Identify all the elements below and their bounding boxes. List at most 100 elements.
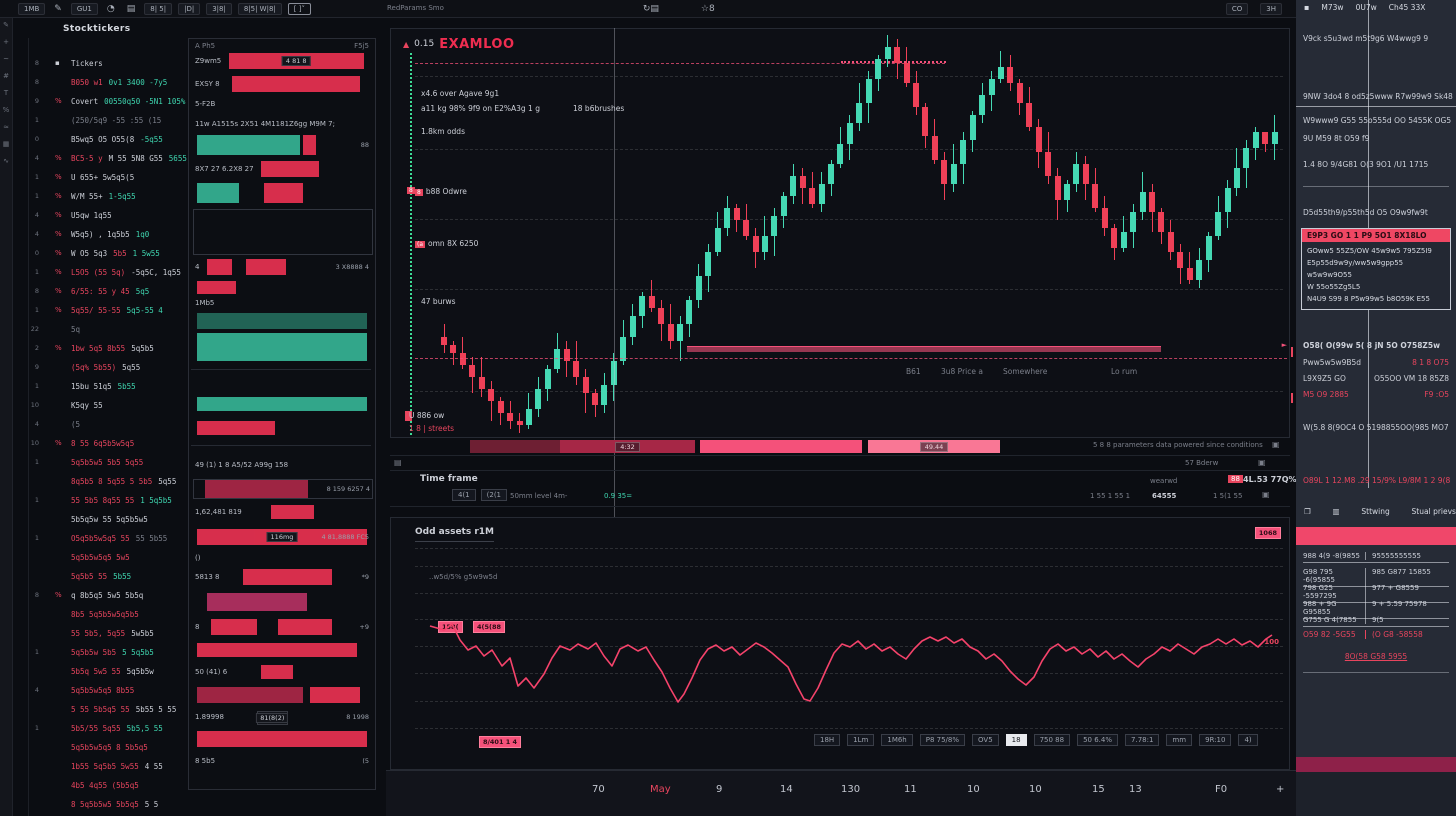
watchlist-row[interactable]: 1 O5q5b5w5q5 55 55 5b55 [34,533,168,543]
watchlist-row[interactable]: 4b5 4q55 (5b5q5 [71,780,139,790]
depth-bar-row[interactable] [193,209,373,255]
timeframe-button[interactable]: 4(1 [452,489,476,501]
toolbar-button[interactable]: GU1 [70,2,98,15]
rail-tool-icon[interactable]: ∿ [3,157,9,165]
watchlist-row[interactable]: 1b55 5q5b5 5w55 4 55 [71,761,163,771]
depth-bar-row[interactable]: 8X7 27 6.2X8 27 [193,161,371,177]
range-segment[interactable]: 49.44 [868,440,1000,453]
depth-bar-row[interactable] [193,731,371,747]
watchlist-row[interactable]: 8 5q5b5w5 5b5q5 5 5 [71,799,159,809]
depth-bar-row[interactable]: 1.89998 81(8(2) 8 1998 [193,711,371,725]
depth-bar-row[interactable]: Z9wm5 4 81 8 [193,53,371,69]
subtab-2[interactable]: Stual prievs [1411,507,1456,516]
indicator-button[interactable]: P8 75/8% [919,734,966,746]
depth-bar-row[interactable]: 1Mb5 [195,299,215,307]
watchlist-row[interactable]: 4 (5 [34,419,81,429]
watchlist-row[interactable]: 1 55 5b5 8q55 55 1 5q5b5 [34,495,172,505]
depth-bar-row[interactable] [193,313,371,329]
rail-tool-icon[interactable]: ≈ [3,123,9,131]
toolbar-button[interactable]: [ ]˅ [287,2,311,15]
position-band[interactable] [687,346,1161,352]
watchlist-row[interactable]: 4 5q5b5w5q5 8b55 [34,685,135,695]
watchlist-row[interactable]: 1 5q5b5w5 5b5 5q55 [34,457,144,467]
panel-icon[interactable]: ▣ [1258,458,1266,467]
rail-tool-icon[interactable]: # [3,72,9,80]
depth-bar-row[interactable] [193,593,371,611]
watchlist-row[interactable]: 5 55 5b5q5 55 5b55 5 55 [71,704,177,714]
depth-bar-row[interactable]: EXSY 8 [193,76,371,92]
sidebar-table-row[interactable]: 988 + 9G G95855 9 + 5.59 75978 [1303,600,1449,619]
watchlist-row[interactable]: 22 5q [30,324,81,334]
watchlist-row[interactable]: 5b5q 5w5 55 5q5b5w [71,666,154,676]
sidebar-link[interactable]: 9NW 3do4 8 od5z5www R7w99w9 Sk48 [1296,92,1456,107]
indicator-button[interactable]: 18 [1005,734,1027,746]
watchlist-row[interactable]: 5b5q5w 55 5q5b5w5 [71,514,148,524]
watchlist-row[interactable]: 1% U 655+ 5w5q5(5 [34,172,135,182]
rail-tool-icon[interactable]: ~ [3,55,9,63]
toolbar-button[interactable]: 1MB [18,2,46,15]
columns-icon[interactable]: ▥ [1332,507,1340,516]
toolbar-icon[interactable]: ▤ [126,3,136,14]
range-segment[interactable] [470,440,560,453]
depth-bar-row[interactable] [193,333,371,361]
indicator-panel[interactable]: Odd assets r1M 1068 ..w5d/5% g5w9w5d 158… [390,517,1290,770]
depth-bar-row[interactable]: 8 159 6257 4 [193,479,373,499]
window-icon[interactable]: ❐ [1304,507,1311,516]
depth-bar-row[interactable]: 8 +9 [193,619,371,635]
watchlist-row[interactable]: 10 K5qy 55 [30,400,103,410]
indicator-button[interactable]: mm [1166,734,1193,746]
toolbar-button[interactable]: |D| [178,2,201,15]
sidebar-table-row[interactable]: G98 795 -6(95855 985 G877 15855 [1303,568,1449,587]
indicator-button[interactable]: 7.78:1 [1125,734,1160,746]
watchlist-row[interactable]: 8q5b5 8 5q55 5 5b5 5q55 [71,476,177,486]
indicator-button[interactable]: 1Lm [847,734,875,746]
watchlist-row[interactable]: 1 15bu 51q5 5b55 [34,381,136,391]
toolbar-right-button[interactable]: CO [1225,2,1249,15]
watchlist-row[interactable]: 1% L5O5 (55 5q) -5q5C, 1q55 [34,267,181,277]
rail-tool-icon[interactable]: T [3,89,9,97]
range-segment[interactable]: 4:32 [560,440,695,453]
watchlist-row[interactable]: 0% W O5 5q3 5b5 1 5w55 [34,248,160,258]
rail-tool-icon[interactable]: ✎ [3,21,9,29]
watchlist-row[interactable]: 8% q 8b5q5 5w5 5b5q [34,590,144,600]
watchlist-row[interactable]: 1 5q5b5w 5b5 5 5q5b5 [34,647,154,657]
indicator-button[interactable]: 750 88 [1033,734,1071,746]
depth-bar-row[interactable]: 50 (41) 6 [193,665,371,679]
sidebar-table-row[interactable]: 988 4(9 -8(9855 95555555555 [1303,552,1449,563]
watchlist-row[interactable]: 8 B050 w1 0v1 3400 -7y5 [34,77,168,87]
expand-icon[interactable]: ▣ [1262,490,1270,499]
depth-bar-row[interactable] [193,281,371,294]
rail-tool-icon[interactable]: % [2,106,10,114]
depth-bar-row[interactable] [193,183,371,203]
rail-tool-icon[interactable]: ▦ [2,140,10,148]
sidebar-bottom-bar[interactable] [1296,757,1456,772]
depth-bar-row[interactable]: 116mg 4 81,8888 FC5 [193,529,371,545]
watchlist-row[interactable]: 0 B5wq5 O5 O55(8 -5q55 [34,134,163,144]
toolbar-right-button[interactable]: 3H [1260,2,1282,15]
sidebar-table-row[interactable]: 798 G25 -5597295 977 + G8559 [1303,584,1449,603]
watchlist-row[interactable]: 4% W5q5) , 1q5b5 1q0 [34,229,150,239]
watchlist-row[interactable]: 1 (250/5q9 -55 :55 (15 [34,115,162,125]
watchlist-row[interactable]: 1% W/M 55+ 1-5q55 [34,191,136,201]
layout-grid-icon[interactable]: ▤ [394,458,402,467]
depth-bar-row[interactable]: 5-F2B [195,99,216,108]
range-settings-icon[interactable]: ▣ [1272,440,1280,449]
watchlist-row[interactable]: 1 5b5/55 5q55 5b5,5 55 [34,723,163,733]
indicator-button[interactable]: 50 6.4% [1077,734,1119,746]
watchlist-row[interactable]: 8 ▪ Tickers [34,58,103,68]
main-chart[interactable]: ▲ 0.15 EXAMLOO 8 ► x4.6 over Agave 9g1 a1… [390,28,1290,438]
toolbar-button[interactable]: 8|5| W|8| [237,2,282,15]
menu-icon[interactable]: ▪ [1304,3,1310,12]
toolbar-icon[interactable]: ✎ [54,3,62,14]
sidebar-tab-1[interactable]: M73w [1321,3,1344,12]
watchlist-row[interactable]: 4% U5qw 1q55 [34,210,112,220]
depth-bar-row[interactable] [193,421,371,435]
depth-bar-row[interactable]: 11w A1515s 2X51 4M1181Z6gg M9M 7; [195,119,335,128]
watchlist-row[interactable]: 5q5b5 55 5b55 [71,571,132,581]
alert-box[interactable]: E9P3 GO 1 1 P9 5O1 8X18LO GOww5 55Z5/OW … [1301,228,1451,311]
toolbar-button[interactable]: 8| 5| [144,2,173,15]
watchlist-row[interactable]: 9% Covert 00550q50 -5N1 105% [34,96,186,106]
toolbar-mid-icon[interactable]: ↻▤ [642,3,659,14]
toolbar-button[interactable]: 3|8| [206,2,232,15]
